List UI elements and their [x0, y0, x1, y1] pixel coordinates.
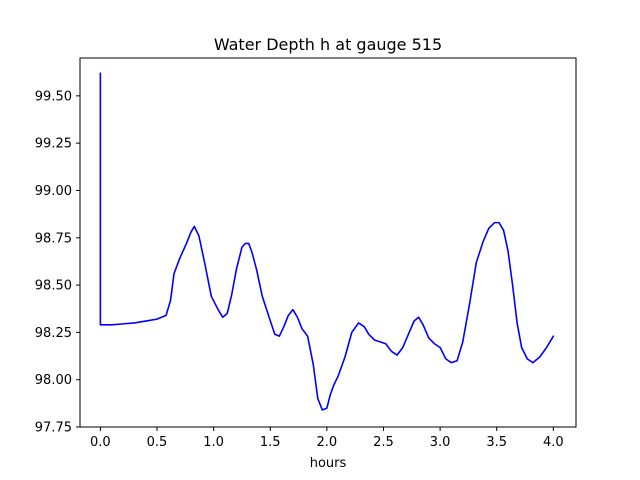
x-tick-label: 4.0	[543, 435, 564, 450]
plot-area	[99, 72, 555, 411]
x-tick-label: 1.0	[203, 435, 224, 450]
y-tick-label: 98.50	[35, 279, 72, 294]
x-axis-label: hours	[310, 456, 347, 471]
x-tick-label: 1.5	[260, 435, 281, 450]
x-tick-label: 3.0	[430, 435, 451, 450]
y-tick-label: 98.75	[35, 231, 72, 246]
y-tick-label: 99.50	[35, 89, 72, 104]
y-tick-label: 99.00	[35, 184, 72, 199]
x-tick-label: 0.0	[90, 435, 111, 450]
y-tick-label: 98.00	[35, 373, 72, 388]
x-tick-label: 0.5	[147, 435, 168, 450]
series-line-0	[99, 72, 555, 411]
y-axis-ticks: 97.75 98.00 98.25 98.50 98.75 99.00 99.25 99.50	[35, 89, 80, 436]
x-tick-label: 2.0	[317, 435, 338, 450]
chart-title: Water Depth h at gauge 515	[214, 35, 442, 54]
x-tick-label: 3.5	[486, 435, 507, 450]
axes-frame	[79, 57, 577, 428]
y-tick-label: 99.25	[35, 137, 72, 152]
y-tick-label: 98.25	[35, 326, 72, 341]
x-tick-label: 2.5	[373, 435, 394, 450]
y-tick-label: 97.75	[35, 421, 72, 436]
x-axis-ticks: 0.0 0.5 1.0 1.5 2.0 2.5 3.0 3.5 4.0	[90, 427, 564, 450]
